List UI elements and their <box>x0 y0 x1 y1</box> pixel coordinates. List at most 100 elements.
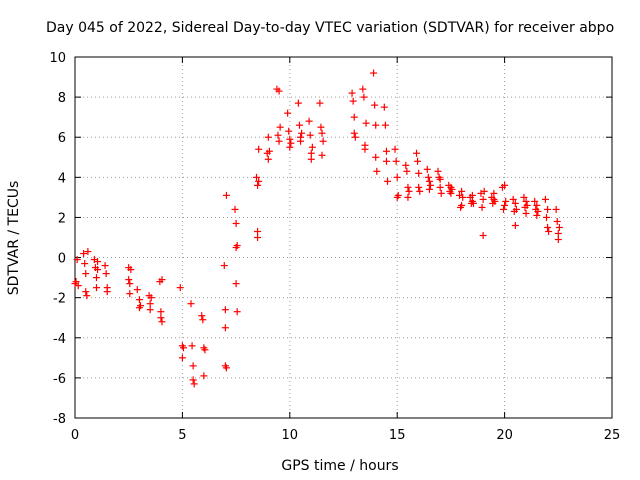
data-point <box>83 292 91 300</box>
data-point <box>447 189 455 197</box>
data-point <box>135 296 143 304</box>
data-point <box>232 219 240 227</box>
data-point <box>371 101 379 109</box>
data-point <box>531 197 539 205</box>
data-point <box>544 205 552 213</box>
data-point <box>127 266 135 274</box>
plot-frame <box>74 56 613 419</box>
data-point <box>370 69 378 77</box>
data-point <box>306 131 314 139</box>
data-point <box>94 266 102 274</box>
data-point <box>394 191 402 199</box>
data-point <box>102 270 110 278</box>
data-point <box>220 262 228 270</box>
data-point <box>554 236 562 244</box>
data-point <box>94 258 102 266</box>
data-point <box>541 195 549 203</box>
data-point <box>201 346 209 354</box>
data-point <box>178 354 186 362</box>
y-tick-label: 0 <box>58 252 66 267</box>
data-point <box>285 127 293 135</box>
data-point <box>501 181 509 189</box>
data-point <box>233 242 241 250</box>
data-point <box>479 195 487 203</box>
data-point <box>308 143 316 151</box>
data-point <box>480 187 488 195</box>
data-point <box>522 197 530 205</box>
data-point <box>157 308 165 316</box>
data-point <box>415 183 423 191</box>
data-point <box>502 197 510 205</box>
y-tick-label: 10 <box>49 51 66 66</box>
y-tick-labels: -8 -6 -4 -2 0 2 4 6 8 10 <box>49 51 66 427</box>
data-points <box>71 69 563 388</box>
y-tick-label: 2 <box>58 211 66 226</box>
data-point <box>402 161 410 169</box>
data-point <box>351 133 359 141</box>
x-tick-label: 10 <box>282 428 299 443</box>
data-point <box>198 312 206 320</box>
data-point <box>372 121 380 129</box>
data-point <box>265 147 273 155</box>
x-tick-label: 0 <box>71 428 79 443</box>
data-point <box>533 201 541 209</box>
data-point <box>458 201 466 209</box>
data-point <box>533 211 541 219</box>
data-point <box>133 286 141 294</box>
data-point <box>307 149 315 157</box>
data-point <box>553 217 561 225</box>
data-point <box>437 189 445 197</box>
data-point <box>222 191 230 199</box>
data-point <box>554 229 562 237</box>
data-point <box>318 129 326 137</box>
data-point <box>359 85 367 93</box>
data-point <box>436 183 444 191</box>
data-point <box>254 181 262 189</box>
data-point <box>126 290 134 298</box>
data-point <box>297 133 305 141</box>
data-point <box>511 199 519 207</box>
data-point <box>103 288 111 296</box>
data-point <box>146 306 154 314</box>
data-point <box>287 139 295 147</box>
data-point <box>82 270 90 278</box>
data-point <box>468 191 476 199</box>
data-point <box>221 306 229 314</box>
data-point <box>372 153 380 161</box>
data-point <box>459 193 467 201</box>
data-point <box>350 113 358 121</box>
data-point <box>458 187 466 195</box>
data-point <box>157 314 165 322</box>
data-point <box>254 227 262 235</box>
data-point <box>522 209 530 217</box>
chart-title: Day 045 of 2022, Sidereal Day-to-day VTE… <box>46 20 614 36</box>
data-point <box>384 177 392 185</box>
data-point <box>520 193 528 201</box>
data-point <box>294 99 302 107</box>
y-tick-label: -2 <box>53 292 66 307</box>
data-point <box>126 280 134 288</box>
data-point <box>512 205 520 213</box>
data-point <box>544 223 552 231</box>
data-point <box>404 193 412 201</box>
data-point <box>276 123 284 131</box>
data-point <box>500 205 508 213</box>
x-tick-labels: 0 5 10 15 20 25 <box>71 428 620 443</box>
data-point <box>179 344 187 352</box>
data-point <box>189 376 197 384</box>
x-tick-label: 20 <box>496 428 513 443</box>
data-point <box>222 364 230 372</box>
x-tick-label: 15 <box>389 428 406 443</box>
data-point <box>125 276 133 284</box>
data-point <box>284 109 292 117</box>
data-point <box>415 169 423 177</box>
data-point <box>74 282 82 290</box>
data-point <box>318 151 326 159</box>
data-point <box>137 302 145 310</box>
data-point <box>275 137 283 145</box>
data-point <box>545 227 553 235</box>
data-point <box>382 147 390 155</box>
x-tick-label: 25 <box>604 428 621 443</box>
data-point <box>348 89 356 97</box>
